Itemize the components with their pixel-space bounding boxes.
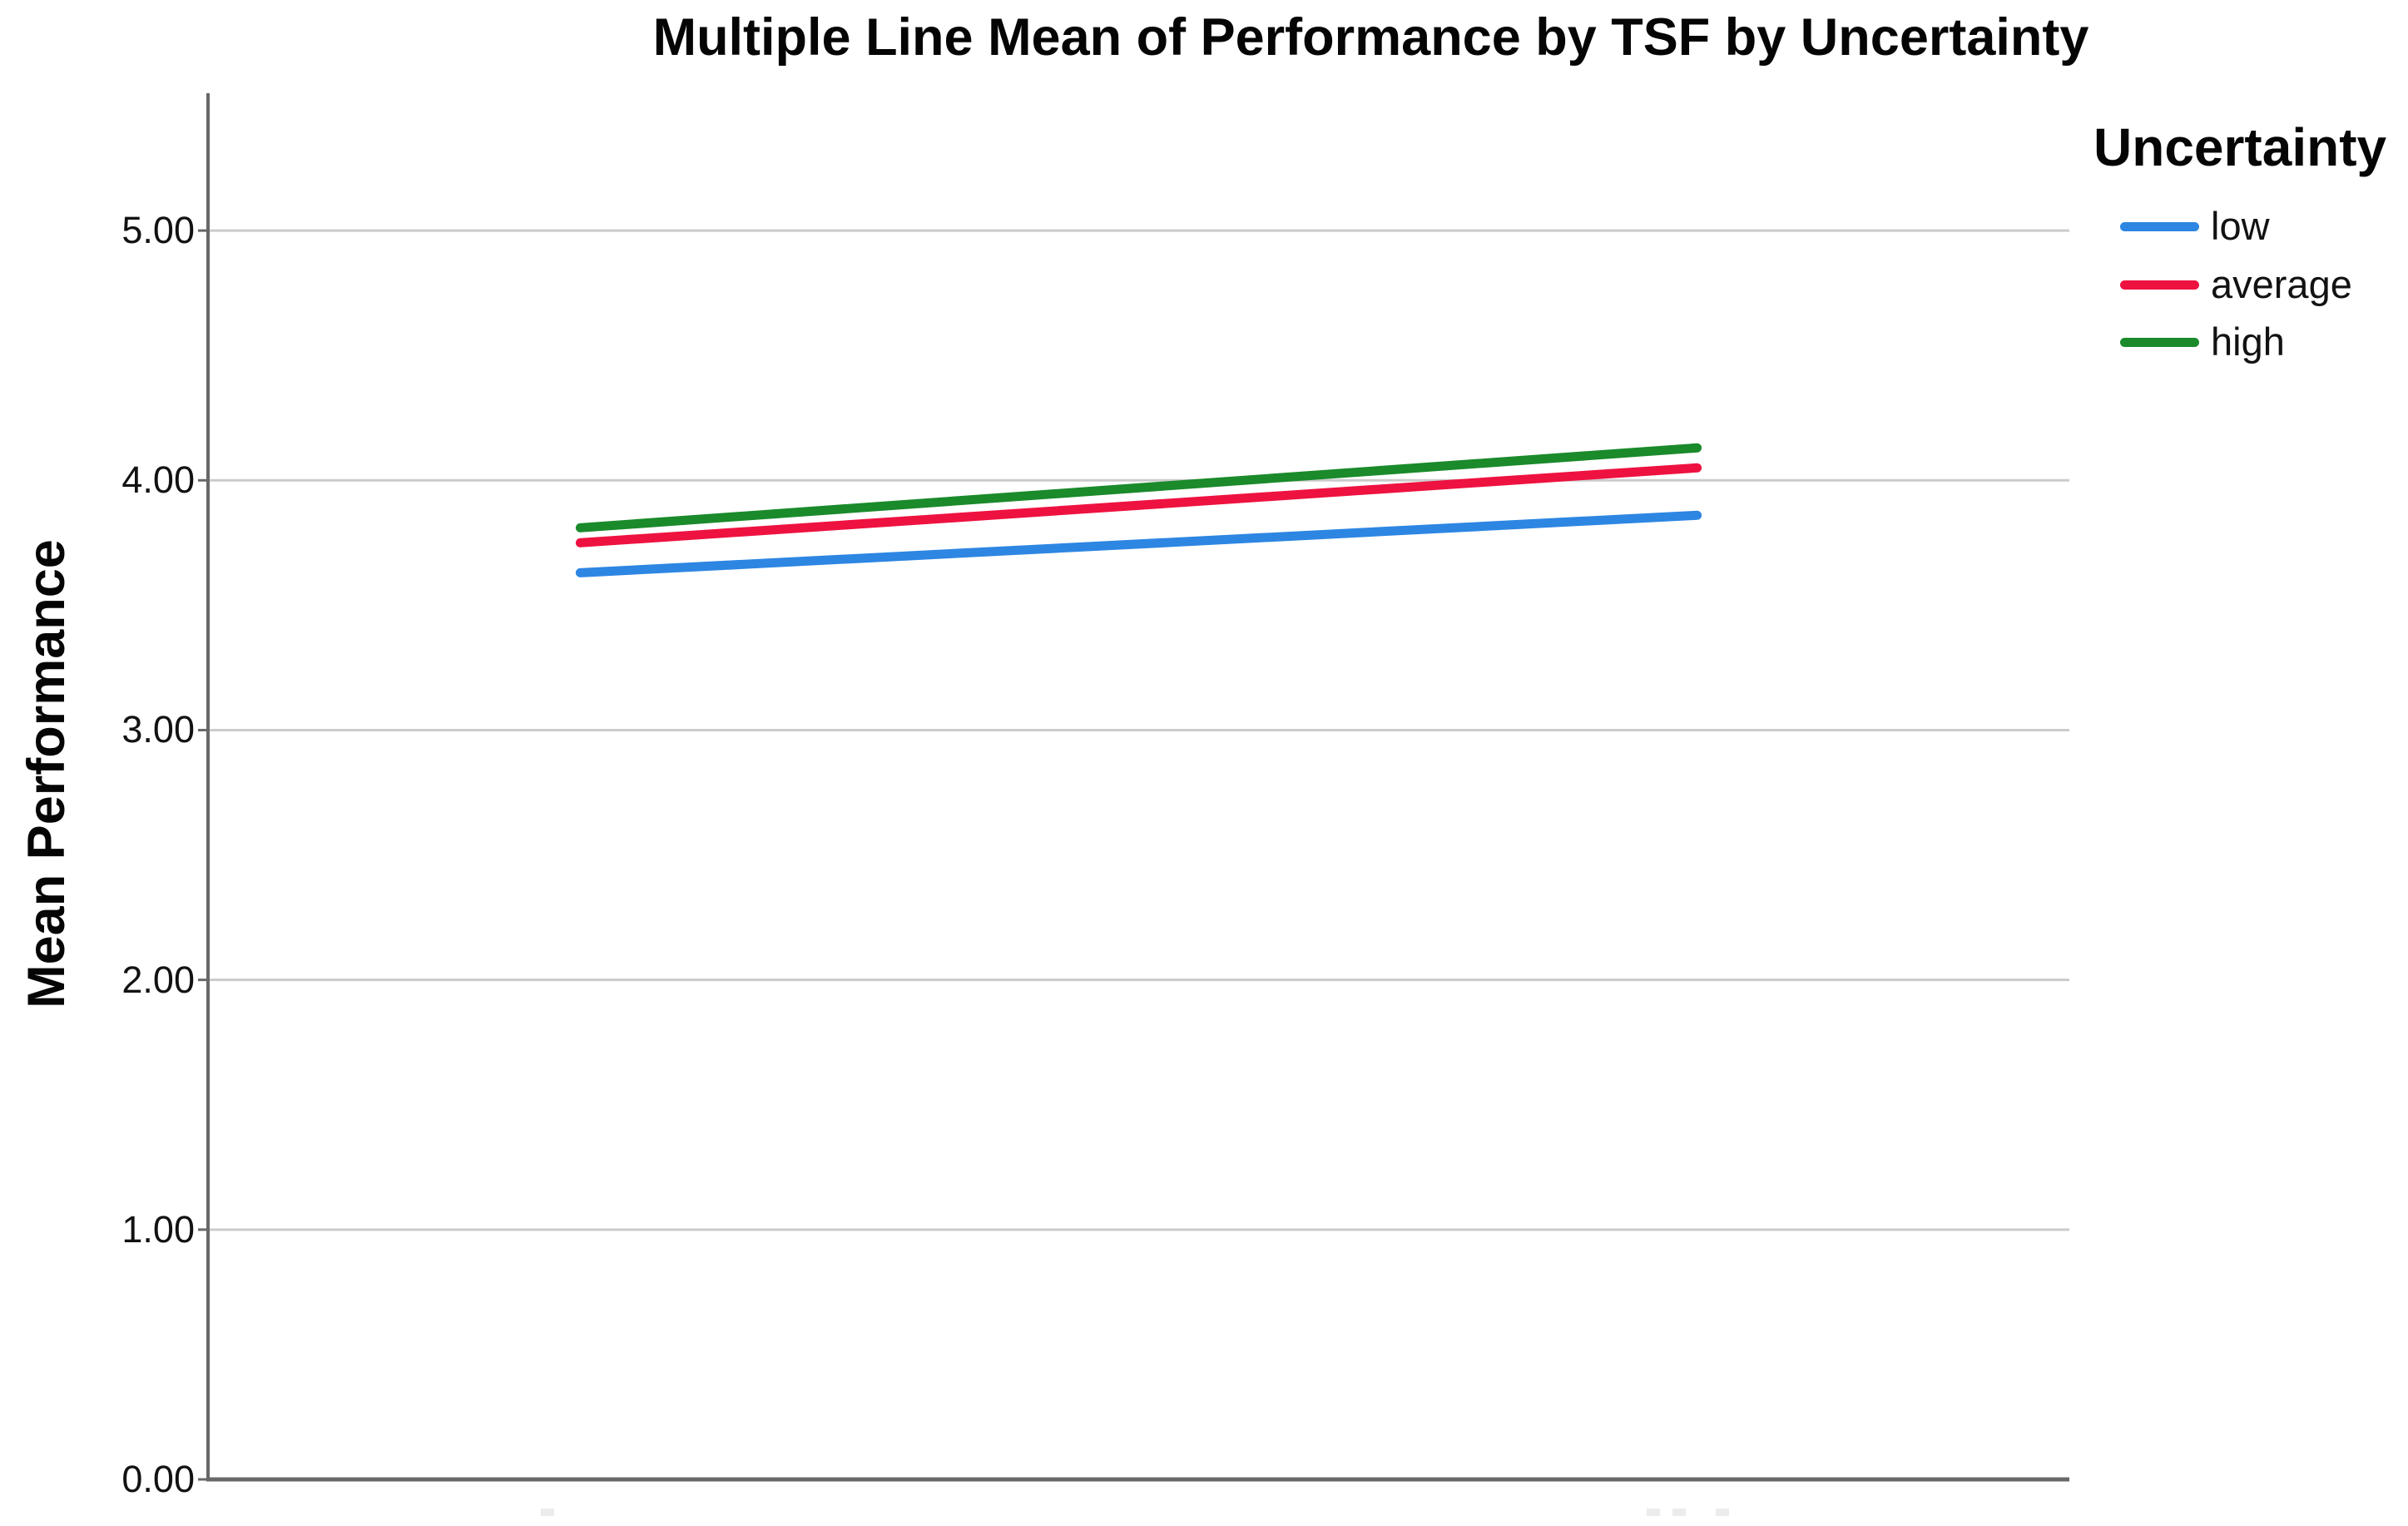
legend-swatch-average bbox=[2120, 280, 2199, 290]
y-tick-label: 0.00 bbox=[121, 1458, 195, 1500]
cropped-x-label-remnant bbox=[541, 1509, 554, 1516]
series-line-high bbox=[575, 443, 1702, 533]
legend-label-low: low bbox=[2211, 204, 2270, 248]
legend-item-average: average bbox=[2120, 264, 2352, 305]
chart-title: Multiple Line Mean of Performance by TSF… bbox=[652, 8, 2089, 67]
cropped-x-label-remnant bbox=[1647, 1509, 1660, 1516]
cropped-x-label-remnant bbox=[1672, 1509, 1686, 1516]
cropped-x-label-remnant bbox=[1716, 1509, 1729, 1516]
legend-swatch-high bbox=[2120, 337, 2199, 347]
y-tick-label: 5.00 bbox=[121, 209, 195, 251]
y-tick-label: 2.00 bbox=[121, 959, 195, 1001]
y-tick-label: 3.00 bbox=[121, 708, 195, 751]
series-line-low bbox=[575, 510, 1702, 577]
series-line-average bbox=[575, 463, 1702, 547]
legend-item-low: low bbox=[2120, 206, 2270, 247]
legend-label-average: average bbox=[2211, 262, 2352, 306]
legend-item-high: high bbox=[2120, 321, 2285, 363]
y-tick-label: 4.00 bbox=[121, 458, 195, 501]
y-tick-label: 1.00 bbox=[121, 1208, 195, 1251]
y-axis-title: Mean Performance bbox=[17, 539, 76, 1008]
legend-title: Uncertainty bbox=[2093, 117, 2387, 177]
legend-label-high: high bbox=[2211, 320, 2285, 364]
legend-swatch-low bbox=[2120, 221, 2199, 231]
